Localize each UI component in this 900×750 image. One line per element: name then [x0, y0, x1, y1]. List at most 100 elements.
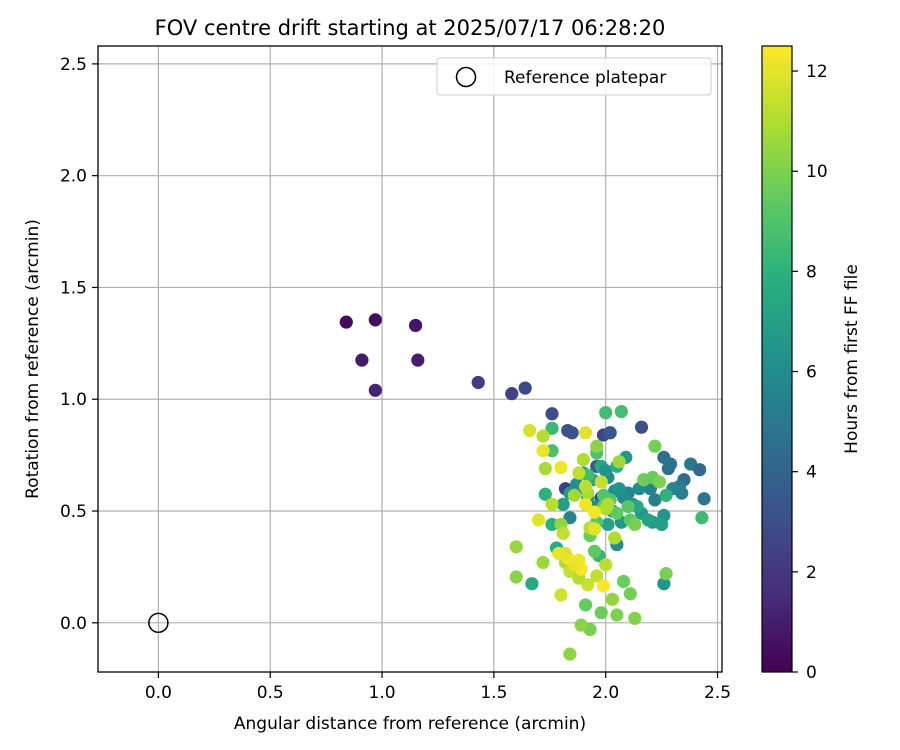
- reference-platepar-marker: [148, 612, 169, 634]
- colorbar-label: Hours from first FF file: [842, 264, 862, 454]
- data-point: [608, 531, 622, 545]
- data-point: [538, 461, 552, 476]
- data-point: [505, 387, 519, 401]
- data-point: [697, 492, 711, 506]
- data-point: [695, 511, 709, 525]
- data-point: [578, 479, 593, 494]
- x-tick-label: 1.0: [369, 683, 396, 703]
- data-point: [536, 555, 550, 570]
- data-point: [339, 315, 353, 329]
- data-point: [572, 466, 586, 480]
- reference-marker-layer: [148, 612, 169, 634]
- data-point: [552, 546, 566, 561]
- data-point: [616, 574, 631, 589]
- colorbar-tick-label: 10: [806, 162, 828, 182]
- data-point: [556, 497, 570, 511]
- y-tick-label: 2.0: [60, 167, 87, 187]
- data-point: [536, 444, 550, 458]
- colorbar-tick-label: 6: [806, 363, 817, 383]
- data-point: [578, 426, 593, 440]
- legend: Reference platepar: [436, 57, 712, 96]
- y-tick-label: 0.0: [60, 614, 87, 634]
- data-point: [655, 517, 669, 532]
- data-point: [652, 475, 666, 489]
- data-point: [612, 455, 626, 469]
- data-point: [648, 493, 662, 507]
- data-point: [554, 588, 568, 602]
- y-axis-label: Rotation from reference (arcmin): [23, 219, 43, 499]
- data-point: [623, 587, 637, 601]
- data-point: [581, 578, 595, 592]
- data-point: [657, 577, 671, 591]
- data-point: [563, 647, 577, 661]
- data-point: [610, 608, 624, 622]
- data-point: [368, 383, 382, 397]
- data-point: [509, 540, 523, 554]
- data-point: [525, 577, 539, 591]
- data-point: [614, 404, 628, 419]
- data-point: [587, 544, 602, 558]
- data-point: [596, 579, 611, 593]
- data-point: [471, 375, 485, 390]
- data-point: [599, 406, 613, 420]
- data-point: [641, 513, 655, 527]
- data-point: [408, 318, 423, 333]
- x-tick-label: 2.0: [592, 683, 619, 703]
- data-point: [659, 567, 673, 581]
- data-point: [368, 313, 382, 327]
- data-point: [594, 475, 608, 489]
- data-point: [601, 517, 615, 532]
- data-point: [590, 569, 604, 583]
- data-point: [567, 488, 581, 502]
- data-point: [536, 429, 550, 443]
- colorbar-gradient: [762, 46, 792, 672]
- colorbar-tick-label: 4: [806, 463, 817, 483]
- data-point: [628, 517, 642, 532]
- data-point: [545, 497, 559, 511]
- x-tick-label: 2.5: [704, 683, 731, 703]
- data-point: [565, 426, 579, 440]
- data-point: [675, 486, 689, 500]
- chart-title: FOV centre drift starting at 2025/07/17 …: [155, 16, 666, 40]
- data-point: [523, 423, 537, 438]
- y-tick-label: 1.0: [60, 390, 87, 410]
- x-tick-label: 0.0: [145, 683, 172, 703]
- colorbar-tick-label: 8: [806, 262, 817, 282]
- x-axis-label: Angular distance from reference (arcmin): [234, 714, 586, 734]
- data-point: [634, 420, 649, 434]
- data-point: [578, 497, 593, 511]
- legend-entry-reference: Reference platepar: [504, 68, 666, 88]
- data-point: [612, 482, 626, 496]
- data-point: [355, 353, 369, 367]
- data-point: [621, 499, 635, 514]
- colorbar-tick-label: 12: [806, 62, 828, 82]
- legend-box: [436, 57, 712, 96]
- data-point: [509, 570, 523, 584]
- legend-marker-icon: [455, 66, 477, 88]
- data-point: [603, 426, 617, 440]
- data-point: [411, 353, 425, 367]
- data-point: [556, 526, 570, 540]
- x-axis-ticks: 0.0 0.5 1.0 1.5 2.0 2.5: [145, 672, 731, 703]
- data-point: [610, 506, 624, 520]
- data-point: [532, 513, 546, 527]
- data-point: [648, 439, 662, 453]
- data-point: [576, 453, 590, 467]
- x-tick-label: 1.5: [480, 683, 507, 703]
- colorbar: 0 2 4 6 8 10 12 Hours from first FF file: [761, 45, 862, 683]
- x-tick-label: 0.5: [257, 683, 284, 703]
- y-tick-label: 0.5: [60, 502, 87, 522]
- data-point: [587, 505, 602, 519]
- data-point: [693, 463, 707, 477]
- data-point: [518, 381, 532, 395]
- data-point: [599, 464, 613, 478]
- colorbar-ticks: 0 2 4 6 8 10 12: [792, 62, 828, 683]
- data-point: [538, 487, 552, 501]
- colorbar-tick-label: 0: [806, 663, 817, 683]
- data-point: [594, 606, 608, 620]
- data-point: [605, 592, 620, 606]
- data-point: [599, 502, 613, 516]
- data-point: [659, 488, 673, 502]
- data-point: [578, 598, 593, 612]
